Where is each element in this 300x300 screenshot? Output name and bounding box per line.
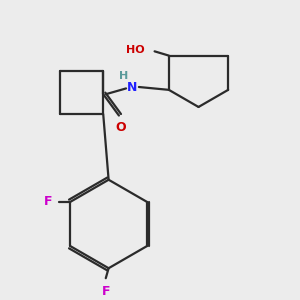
Text: HO: HO	[126, 45, 145, 55]
Text: O: O	[115, 121, 126, 134]
Text: H: H	[118, 70, 128, 81]
Text: F: F	[44, 194, 52, 208]
Text: F: F	[101, 285, 110, 298]
Text: N: N	[127, 80, 137, 94]
